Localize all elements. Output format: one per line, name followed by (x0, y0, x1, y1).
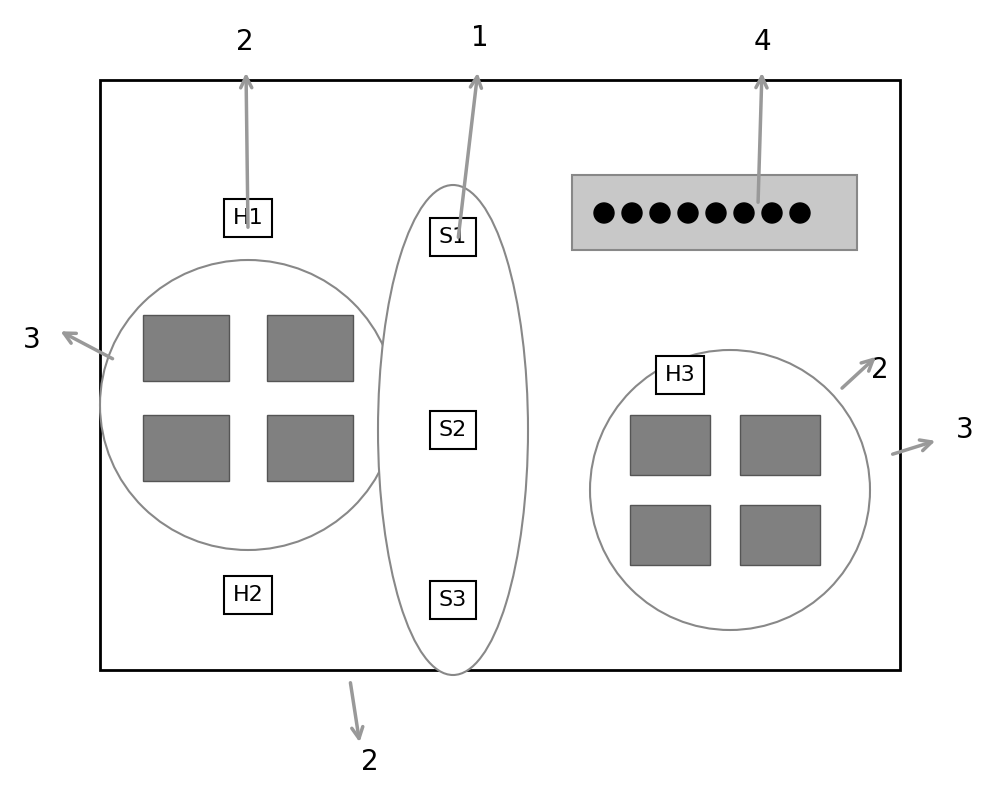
Bar (143, 315, 229, 381)
Text: 3: 3 (23, 326, 41, 354)
Text: H3: H3 (665, 365, 695, 385)
Circle shape (762, 203, 782, 223)
Ellipse shape (590, 350, 870, 630)
Circle shape (734, 203, 754, 223)
Text: 2: 2 (871, 356, 889, 384)
Circle shape (706, 203, 726, 223)
Ellipse shape (378, 185, 528, 675)
Circle shape (650, 203, 670, 223)
Text: 3: 3 (956, 416, 974, 444)
Text: S2: S2 (439, 420, 467, 440)
Bar (740, 415, 820, 475)
Text: S3: S3 (439, 590, 467, 610)
Circle shape (594, 203, 614, 223)
Bar (630, 505, 710, 565)
Bar (267, 415, 353, 481)
Text: 2: 2 (236, 28, 254, 56)
Bar (143, 415, 229, 481)
Bar (740, 505, 820, 565)
Bar (630, 415, 710, 475)
Text: H1: H1 (233, 208, 263, 228)
Text: 2: 2 (361, 748, 379, 776)
Circle shape (622, 203, 642, 223)
Bar (572, 175, 857, 250)
Text: S1: S1 (439, 227, 467, 247)
Bar (267, 315, 353, 381)
Circle shape (678, 203, 698, 223)
Text: 4: 4 (753, 28, 771, 56)
Text: H2: H2 (233, 585, 263, 605)
Ellipse shape (100, 260, 396, 550)
Bar (100, 80, 900, 670)
Circle shape (790, 203, 810, 223)
Text: 1: 1 (471, 24, 489, 52)
